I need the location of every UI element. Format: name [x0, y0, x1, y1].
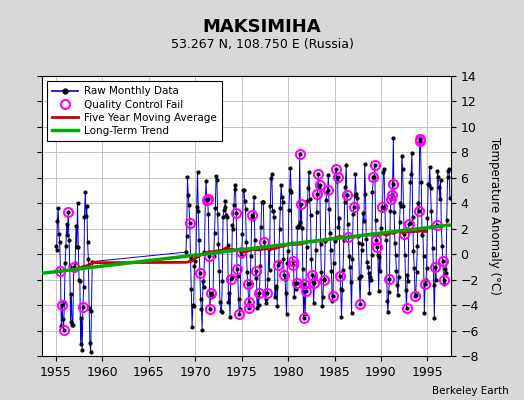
- Legend: Raw Monthly Data, Quality Control Fail, Five Year Moving Average, Long-Term Tren: Raw Monthly Data, Quality Control Fail, …: [47, 81, 222, 141]
- Text: 53.267 N, 108.750 E (Russia): 53.267 N, 108.750 E (Russia): [171, 38, 353, 51]
- Y-axis label: Temperature Anomaly (°C): Temperature Anomaly (°C): [488, 137, 501, 295]
- Text: Berkeley Earth: Berkeley Earth: [432, 386, 508, 396]
- Text: MAKSIMIHA: MAKSIMIHA: [203, 18, 321, 36]
